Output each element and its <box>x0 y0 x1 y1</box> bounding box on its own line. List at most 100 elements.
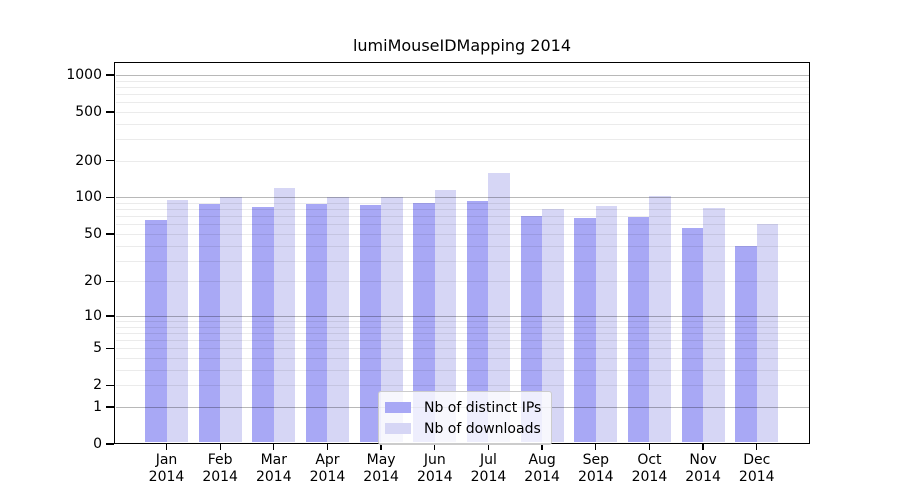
x-axis-tick <box>702 444 704 450</box>
bar-distinct-ips <box>520 215 543 443</box>
bar-downloads <box>220 197 242 443</box>
x-tick-label: Nov 2014 <box>685 452 721 485</box>
y-tick-label: 5 <box>93 340 102 357</box>
legend-swatch-downloads <box>385 423 411 434</box>
x-tick-label: Aug 2014 <box>524 452 560 485</box>
major-gridline <box>115 197 809 199</box>
y-tick-label: 2 <box>93 377 102 394</box>
y-tick-label: 20 <box>84 273 102 290</box>
bar-distinct-ips <box>466 201 489 443</box>
x-axis-tick <box>380 444 382 450</box>
y-axis-tick <box>106 406 114 408</box>
y-axis-tick <box>106 347 114 349</box>
x-axis-tick <box>165 444 168 450</box>
bar-downloads <box>273 187 296 443</box>
bar-downloads <box>381 196 403 443</box>
y-axis-tick <box>106 233 114 235</box>
minor-gridline <box>115 321 809 322</box>
bar-distinct-ips <box>145 220 167 443</box>
minor-gridline <box>115 160 809 162</box>
minor-gridline <box>115 111 809 113</box>
bar-downloads <box>488 172 510 443</box>
legend-label-downloads: Nb of downloads <box>424 420 541 437</box>
x-tick-label: Sep 2014 <box>577 452 614 485</box>
x-tick-label: May 2014 <box>363 452 399 485</box>
legend: Nb of distinct IPs Nb of downloads <box>378 391 553 445</box>
bar-downloads <box>434 189 457 443</box>
x-tick-label: Jun 2014 <box>416 452 453 485</box>
bar-distinct-ips <box>305 204 328 443</box>
bar-downloads <box>649 195 671 443</box>
y-tick-label: 0 <box>93 436 102 452</box>
bar-distinct-ips <box>627 217 650 443</box>
x-axis-tick <box>541 444 543 450</box>
y-tick-label: 1000 <box>66 66 102 83</box>
y-tick-label: 50 <box>84 225 102 242</box>
legend-swatch-distinct-ips <box>385 402 411 413</box>
minor-gridline <box>115 326 809 328</box>
bar-distinct-ips <box>681 228 704 443</box>
x-axis-tick <box>434 444 436 450</box>
bar-downloads <box>166 200 188 443</box>
y-axis-tick <box>106 384 114 386</box>
minor-gridline <box>115 102 809 104</box>
minor-gridline <box>115 348 809 350</box>
x-tick-label: Oct 2014 <box>631 452 668 485</box>
minor-gridline <box>115 80 809 82</box>
bar-downloads <box>595 206 618 443</box>
minor-gridline <box>115 340 809 342</box>
x-tick-label: Dec 2014 <box>738 452 775 485</box>
minor-gridline <box>115 209 809 211</box>
legend-item-downloads: Nb of downloads <box>385 418 541 439</box>
minor-gridline <box>115 123 809 125</box>
x-tick-label: Jan 2014 <box>148 452 185 485</box>
bar-distinct-ips <box>359 205 382 443</box>
y-tick-label: 1 <box>93 398 102 415</box>
minor-gridline <box>115 139 809 141</box>
legend-item-distinct-ips: Nb of distinct IPs <box>385 397 541 418</box>
minor-gridline <box>115 358 809 360</box>
y-axis-tick <box>106 160 114 162</box>
x-axis-tick <box>326 444 329 450</box>
y-axis-tick <box>106 280 114 283</box>
bar-distinct-ips <box>252 206 274 443</box>
minor-gridline <box>115 224 809 226</box>
minor-gridline <box>115 245 809 247</box>
bar-distinct-ips <box>413 203 435 443</box>
minor-gridline <box>115 203 809 205</box>
x-axis-tick <box>756 444 758 450</box>
minor-gridline <box>115 94 809 95</box>
minor-gridline <box>115 260 809 262</box>
chart-title: lumiMouseIDMapping 2014 <box>352 36 572 55</box>
bar-distinct-ips <box>198 204 221 443</box>
x-axis-tick <box>273 444 275 450</box>
minor-gridline <box>115 369 809 371</box>
x-axis-tick <box>648 444 651 450</box>
bar-downloads <box>327 197 349 443</box>
major-gridline <box>115 315 809 317</box>
major-gridline <box>115 74 809 76</box>
x-tick-label: Jul 2014 <box>470 452 507 485</box>
minor-gridline <box>115 86 809 88</box>
x-tick-label: Feb 2014 <box>202 452 238 485</box>
minor-gridline <box>115 216 809 218</box>
minor-gridline <box>115 332 809 334</box>
x-tick-label: Apr 2014 <box>309 452 346 485</box>
x-axis-tick <box>487 444 490 450</box>
y-axis-tick <box>106 74 114 76</box>
x-tick-label: Mar 2014 <box>255 452 292 485</box>
minor-gridline <box>115 233 809 235</box>
y-tick-label: 100 <box>75 189 102 206</box>
bar-downloads <box>756 223 779 443</box>
x-axis-tick <box>595 444 597 450</box>
y-axis-tick <box>106 111 114 113</box>
y-tick-label: 200 <box>75 152 102 169</box>
bar-downloads <box>542 208 564 443</box>
bar-downloads <box>703 207 725 443</box>
bar-distinct-ips <box>735 245 757 443</box>
y-axis-tick <box>106 315 114 317</box>
